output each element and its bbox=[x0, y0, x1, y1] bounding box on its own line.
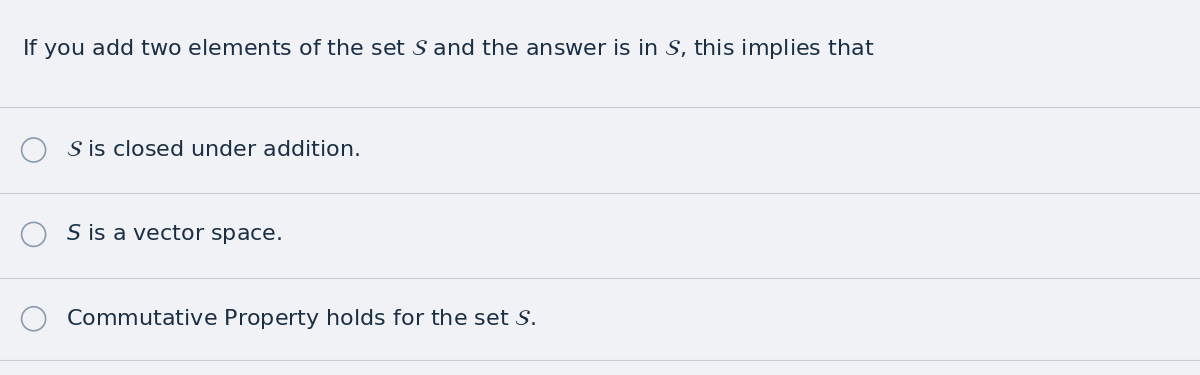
Text: If you add two elements of the set $\mathcal{S}$ and the answer is in $\mathcal{: If you add two elements of the set $\mat… bbox=[22, 37, 874, 61]
Text: $\mathcal{S}$ is closed under addition.: $\mathcal{S}$ is closed under addition. bbox=[66, 140, 360, 160]
Text: Commutative Property holds for the set $\mathcal{S}$.: Commutative Property holds for the set $… bbox=[66, 307, 535, 331]
Text: $\mathit{S}$ is a vector space.: $\mathit{S}$ is a vector space. bbox=[66, 222, 282, 246]
